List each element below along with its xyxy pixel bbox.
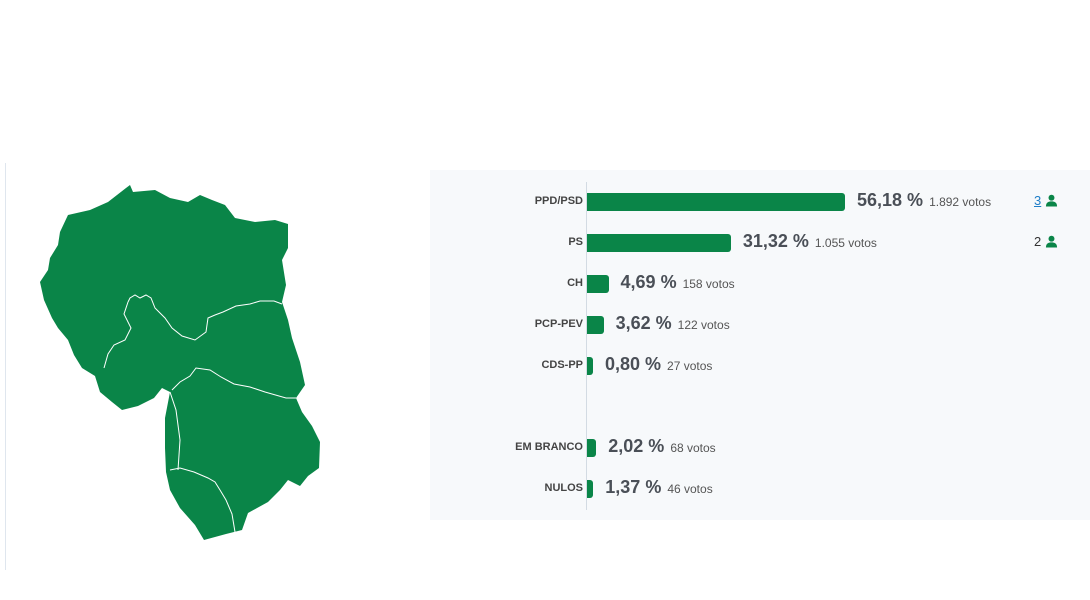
result-row: PS 31,32 % 1.055 votos 2 <box>430 231 1090 255</box>
left-divider <box>5 163 6 570</box>
seats-number: 2 <box>1034 234 1042 249</box>
seats-link[interactable]: 3 <box>1034 193 1042 208</box>
result-values: 2,02 % 68 votos <box>608 436 715 457</box>
result-bar[interactable] <box>587 193 845 211</box>
results-panel: PPD/PSD 56,18 % 1.892 votos 3 PS 31,32 % 1.055… <box>430 170 1090 520</box>
party-label: NULOS <box>544 482 584 494</box>
result-values: 3,62 % 122 votos <box>616 313 730 334</box>
votes-label: 1.892 votos <box>929 195 992 209</box>
result-values: 4,69 % 158 votos <box>621 272 735 293</box>
percent-label: 2,02 % <box>608 436 665 456</box>
percent-label: 31,32 % <box>742 231 809 251</box>
percent-label: 0,80 % <box>605 354 662 374</box>
votes-label: 46 votos <box>667 482 713 496</box>
result-row: NULOS 1,37 % 46 votos <box>430 477 1090 501</box>
result-row: PPD/PSD 56,18 % 1.892 votos 3 <box>430 190 1090 214</box>
votes-label: 1.055 votos <box>814 236 877 250</box>
result-bar[interactable] <box>587 316 604 334</box>
seats-count[interactable]: 3 <box>1034 193 1058 208</box>
percent-label: 3,62 % <box>615 313 672 333</box>
votes-label: 68 votos <box>670 441 716 455</box>
result-values: 1,37 % 46 votos <box>605 477 712 498</box>
percent-label: 1,37 % <box>605 477 662 497</box>
votes-label: 122 votos <box>677 318 730 332</box>
percent-label: 4,69 % <box>620 272 677 292</box>
result-bar[interactable] <box>587 439 597 457</box>
result-bar[interactable] <box>587 275 609 293</box>
result-values: 56,18 % 1.892 votos <box>857 190 991 211</box>
votes-label: 27 votos <box>667 359 713 373</box>
bar-axis <box>586 182 587 510</box>
result-row: CH 4,69 % 158 votos <box>430 272 1090 296</box>
result-bar[interactable] <box>587 357 593 375</box>
result-values: 31,32 % 1.055 votos <box>743 231 877 252</box>
result-row: PCP-PEV 3,62 % 122 votos <box>430 313 1090 337</box>
party-label: PCP-PEV <box>534 318 583 330</box>
percent-label: 56,18 % <box>857 190 924 210</box>
votes-label: 158 votos <box>682 277 735 291</box>
party-label: PS <box>568 236 583 248</box>
seats-count: 2 <box>1034 234 1058 249</box>
party-label: PPD/PSD <box>534 195 583 207</box>
district-map[interactable] <box>30 180 330 550</box>
result-values: 0,80 % 27 votos <box>605 354 712 375</box>
person-icon <box>1046 194 1058 207</box>
result-row: EM BRANCO 2,02 % 68 votos <box>430 436 1090 460</box>
party-label: CH <box>567 277 583 289</box>
map-region-outline[interactable] <box>40 185 320 540</box>
result-bar[interactable] <box>587 480 594 498</box>
party-label: CDS-PP <box>541 359 583 371</box>
result-bar[interactable] <box>587 234 731 252</box>
result-row: CDS-PP 0,80 % 27 votos <box>430 354 1090 378</box>
person-icon <box>1046 235 1058 248</box>
party-label: EM BRANCO <box>515 441 583 453</box>
